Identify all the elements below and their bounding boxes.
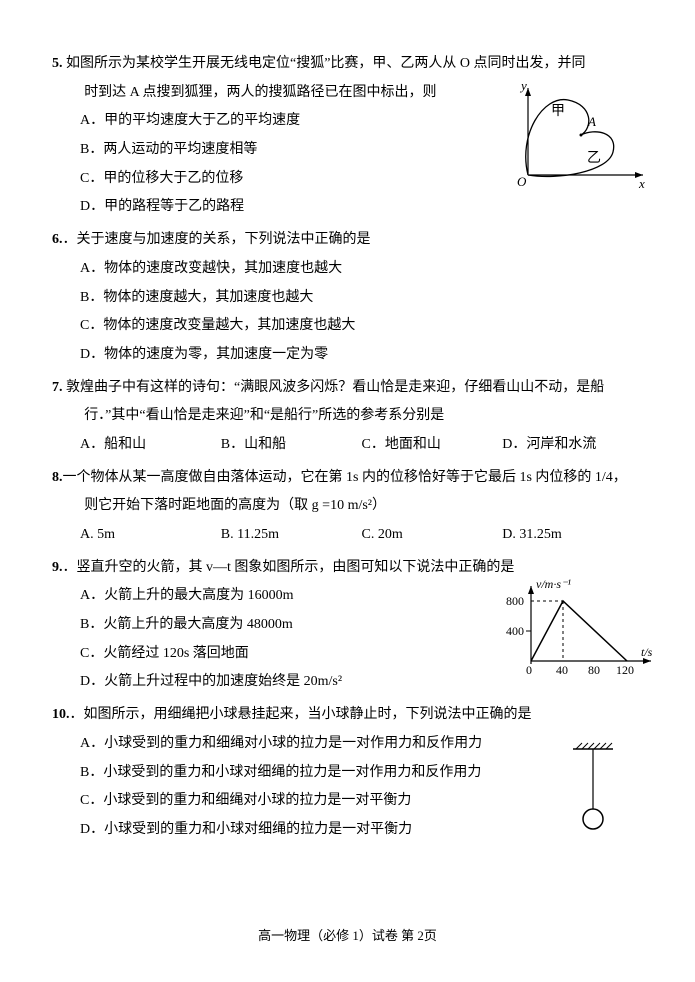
q7-opt-d: D．河岸和水流 (502, 431, 643, 460)
q5-opt-d: D．甲的路程等于乙的路程 (80, 193, 643, 222)
q5-number: 5. (52, 56, 63, 71)
q10-opt-b: B．小球受到的重力和小球对细绳的拉力是一对作用力和反作用力 (80, 759, 643, 788)
q8-number: 8. (52, 470, 63, 485)
question-5: 5. 如图所示为某校学生开展无线电定位“搜狐”比赛，甲、乙两人从 O 点同时出发… (52, 50, 643, 222)
q9-text: ．竖直升空的火箭，其 v—t 图象如图所示，由图可知以下说法中正确的是 (63, 560, 515, 575)
q8-opt-d: D. 31.25m (502, 521, 643, 550)
q9-number: 9. (52, 560, 63, 575)
question-8: 8.一个物体从某一高度做自由落体运动，它在第 1s 内的位移恰好等于它最后 1s… (52, 464, 643, 550)
q9-x80: 80 (588, 663, 600, 677)
q9-y400: 400 (506, 624, 524, 638)
q5-figure: y x O 甲 乙 A (513, 80, 653, 190)
question-10: 10.．如图所示，用细绳把小球悬挂起来，当小球静止时，下列说法中正确的是 A．小… (52, 701, 643, 844)
q9-xlabel: t/s (641, 645, 653, 659)
q9-x0: 0 (526, 663, 532, 677)
page-footer: 高一物理（必修 1）试卷 第 2页 (0, 923, 695, 950)
q10-opt-d: D．小球受到的重力和小球对细绳的拉力是一对平衡力 (80, 816, 643, 845)
q8-opt-a: A. 5m (80, 521, 221, 550)
q5-text1: 如图所示为某校学生开展无线电定位“搜狐”比赛，甲、乙两人从 O 点同时出发，并同 (63, 56, 586, 71)
q9-ylabel: v/m·s⁻¹ (536, 577, 571, 591)
q9-x120: 120 (616, 663, 634, 677)
q7-options: A．船和山 B．山和船 C．地面和山 D．河岸和水流 (52, 431, 643, 460)
q8-stem-line2: 则它开始下落时距地面的高度为（取 g =10 m/s²） (52, 492, 643, 521)
q6-opt-d: D．物体的速度为零，其加速度一定为零 (80, 341, 643, 370)
q6-opt-b: B．物体的速度越大，其加速度也越大 (80, 284, 643, 313)
q5-axis-x: x (638, 176, 645, 190)
q6-opt-c: C．物体的速度改变量越大，其加速度也越大 (80, 312, 643, 341)
q7-text1: 敦煌曲子中有这样的诗句：“满眼风波多闪烁？看山恰是走来迎，仔细看山山不动，是船 (63, 380, 605, 395)
q10-text: ．如图所示，用细绳把小球悬挂起来，当小球静止时，下列说法中正确的是 (70, 707, 532, 722)
question-7: 7. 敦煌曲子中有这样的诗句：“满眼风波多闪烁？看山恰是走来迎，仔细看山山不动，… (52, 374, 643, 460)
q10-opt-a: A．小球受到的重力和细绳对小球的拉力是一对作用力和反作用力 (80, 730, 643, 759)
q5-axis-y: y (519, 80, 527, 93)
q6-options: A．物体的速度改变越快，其加速度也越大 B．物体的速度越大，其加速度也越大 C．… (52, 255, 643, 370)
q8-stem-line1: 8.一个物体从某一高度做自由落体运动，它在第 1s 内的位移恰好等于它最后 1s… (52, 464, 643, 493)
q10-opt-c: C．小球受到的重力和细绳对小球的拉力是一对平衡力 (80, 787, 643, 816)
q6-stem: 6.．关于速度与加速度的关系，下列说法中正确的是 (52, 226, 643, 255)
q9-y800: 800 (506, 594, 524, 608)
q5-origin: O (517, 174, 527, 189)
q5-label-jia: 甲 (551, 104, 565, 119)
q6-text: ．关于速度与加速度的关系，下列说法中正确的是 (63, 232, 371, 247)
q10-options: A．小球受到的重力和细绳对小球的拉力是一对作用力和反作用力 B．小球受到的重力和… (52, 730, 643, 845)
q9-figure: v/m·s⁻¹ t/s 800 400 0 40 80 120 (501, 576, 661, 686)
q8-text1: 一个物体从某一高度做自由落体运动，它在第 1s 内的位移恰好等于它最后 1s 内… (63, 470, 627, 485)
q5-label-a: A (587, 114, 596, 129)
q6-opt-a: A．物体的速度改变越快，其加速度也越大 (80, 255, 643, 284)
q9-x40: 40 (556, 663, 568, 677)
q10-number: 10. (52, 707, 70, 722)
q7-stem-line2: 行．”其中“看山恰是走来迎”和“是船行”所选的参考系分别是 (52, 402, 643, 431)
question-9: 9.．竖直升空的火箭，其 v—t 图象如图所示，由图可知以下说法中正确的是 A．… (52, 554, 643, 697)
q8-opt-b: B. 11.25m (221, 521, 362, 550)
q10-stem: 10.．如图所示，用细绳把小球悬挂起来，当小球静止时，下列说法中正确的是 (52, 701, 643, 730)
q7-number: 7. (52, 380, 63, 395)
q7-opt-b: B．山和船 (221, 431, 362, 460)
q10-figure (568, 739, 618, 839)
q6-number: 6. (52, 232, 63, 247)
q7-opt-c: C．地面和山 (362, 431, 503, 460)
q5-label-yi: 乙 (587, 150, 601, 166)
q8-opt-c: C. 20m (362, 521, 503, 550)
question-6: 6.．关于速度与加速度的关系，下列说法中正确的是 A．物体的速度改变越快，其加速… (52, 226, 643, 369)
q5-stem-line1: 5. 如图所示为某校学生开展无线电定位“搜狐”比赛，甲、乙两人从 O 点同时出发… (52, 50, 643, 79)
q7-opt-a: A．船和山 (80, 431, 221, 460)
q7-stem-line1: 7. 敦煌曲子中有这样的诗句：“满眼风波多闪烁？看山恰是走来迎，仔细看山山不动，… (52, 374, 643, 403)
q8-options: A. 5m B. 11.25m C. 20m D. 31.25m (52, 521, 643, 550)
